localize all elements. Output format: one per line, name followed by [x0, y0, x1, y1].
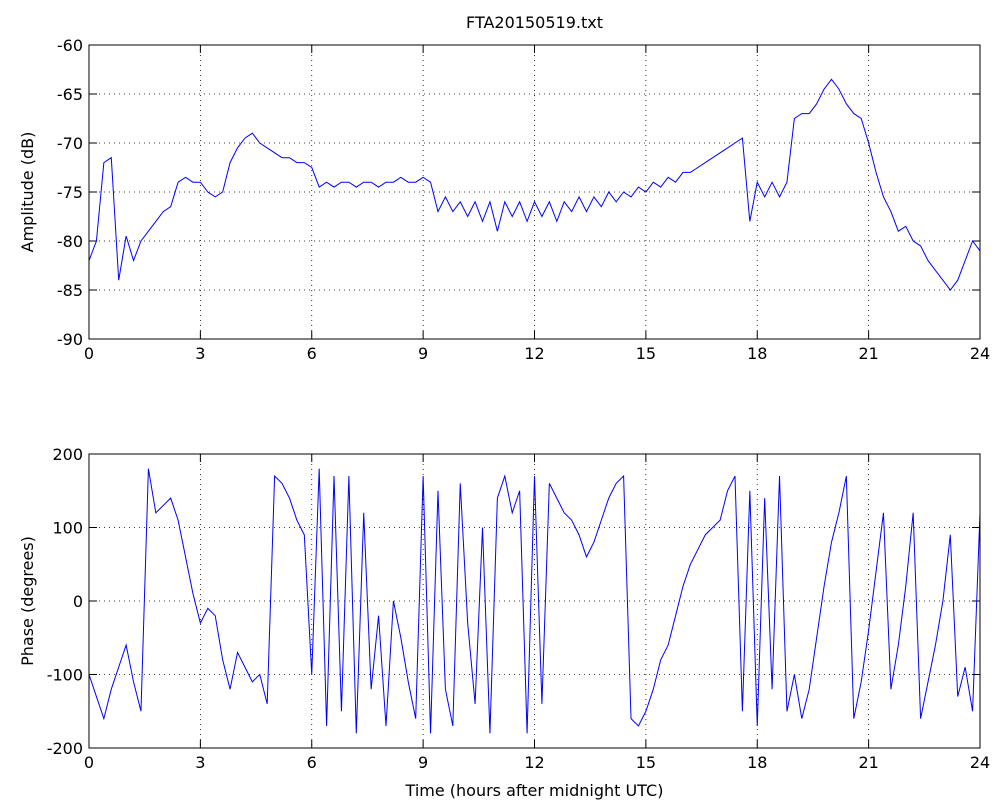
x-tick-label: 9 — [418, 753, 428, 772]
x-tick-label: 12 — [524, 344, 544, 363]
x-tick-label: 6 — [307, 753, 317, 772]
y-tick-label: -80 — [57, 232, 83, 251]
y-tick-label: -200 — [47, 739, 83, 758]
y-tick-label: -100 — [47, 666, 83, 685]
chart-title: FTA20150519.txt — [466, 13, 603, 32]
x-tick-label: 0 — [84, 753, 94, 772]
x-tick-label: 18 — [747, 344, 767, 363]
data-line — [88, 78, 981, 291]
y-tick-label: -60 — [57, 36, 83, 55]
x-tick-label: 21 — [858, 344, 878, 363]
y-tick-label: 100 — [52, 519, 83, 538]
x-tick-label: 0 — [84, 344, 94, 363]
axes-frame — [88, 453, 981, 749]
y-axis-label: Phase (degrees) — [18, 536, 37, 666]
y-tick-label: -75 — [57, 183, 83, 202]
x-tick-label: 18 — [747, 753, 767, 772]
x-axis-label: Time (hours after midnight UTC) — [405, 781, 664, 800]
axes-frame — [88, 44, 981, 340]
x-tick-label: 6 — [307, 344, 317, 363]
x-tick-label: 15 — [636, 344, 656, 363]
x-tick-label: 24 — [970, 753, 990, 772]
x-tick-label: 24 — [970, 344, 990, 363]
x-tick-label: 9 — [418, 344, 428, 363]
y-tick-label: 0 — [73, 592, 83, 611]
y-tick-label: -90 — [57, 330, 83, 349]
x-tick-label: 12 — [524, 753, 544, 772]
data-line — [88, 468, 981, 734]
y-axis-label: Amplitude (dB) — [18, 132, 37, 253]
x-tick-label: 21 — [858, 753, 878, 772]
y-tick-label: -65 — [57, 85, 83, 104]
y-tick-label: -85 — [57, 281, 83, 300]
y-tick-label: 200 — [52, 445, 83, 464]
x-tick-label: 3 — [195, 753, 205, 772]
x-tick-label: 3 — [195, 344, 205, 363]
y-tick-label: -70 — [57, 134, 83, 153]
x-tick-label: 15 — [636, 753, 656, 772]
